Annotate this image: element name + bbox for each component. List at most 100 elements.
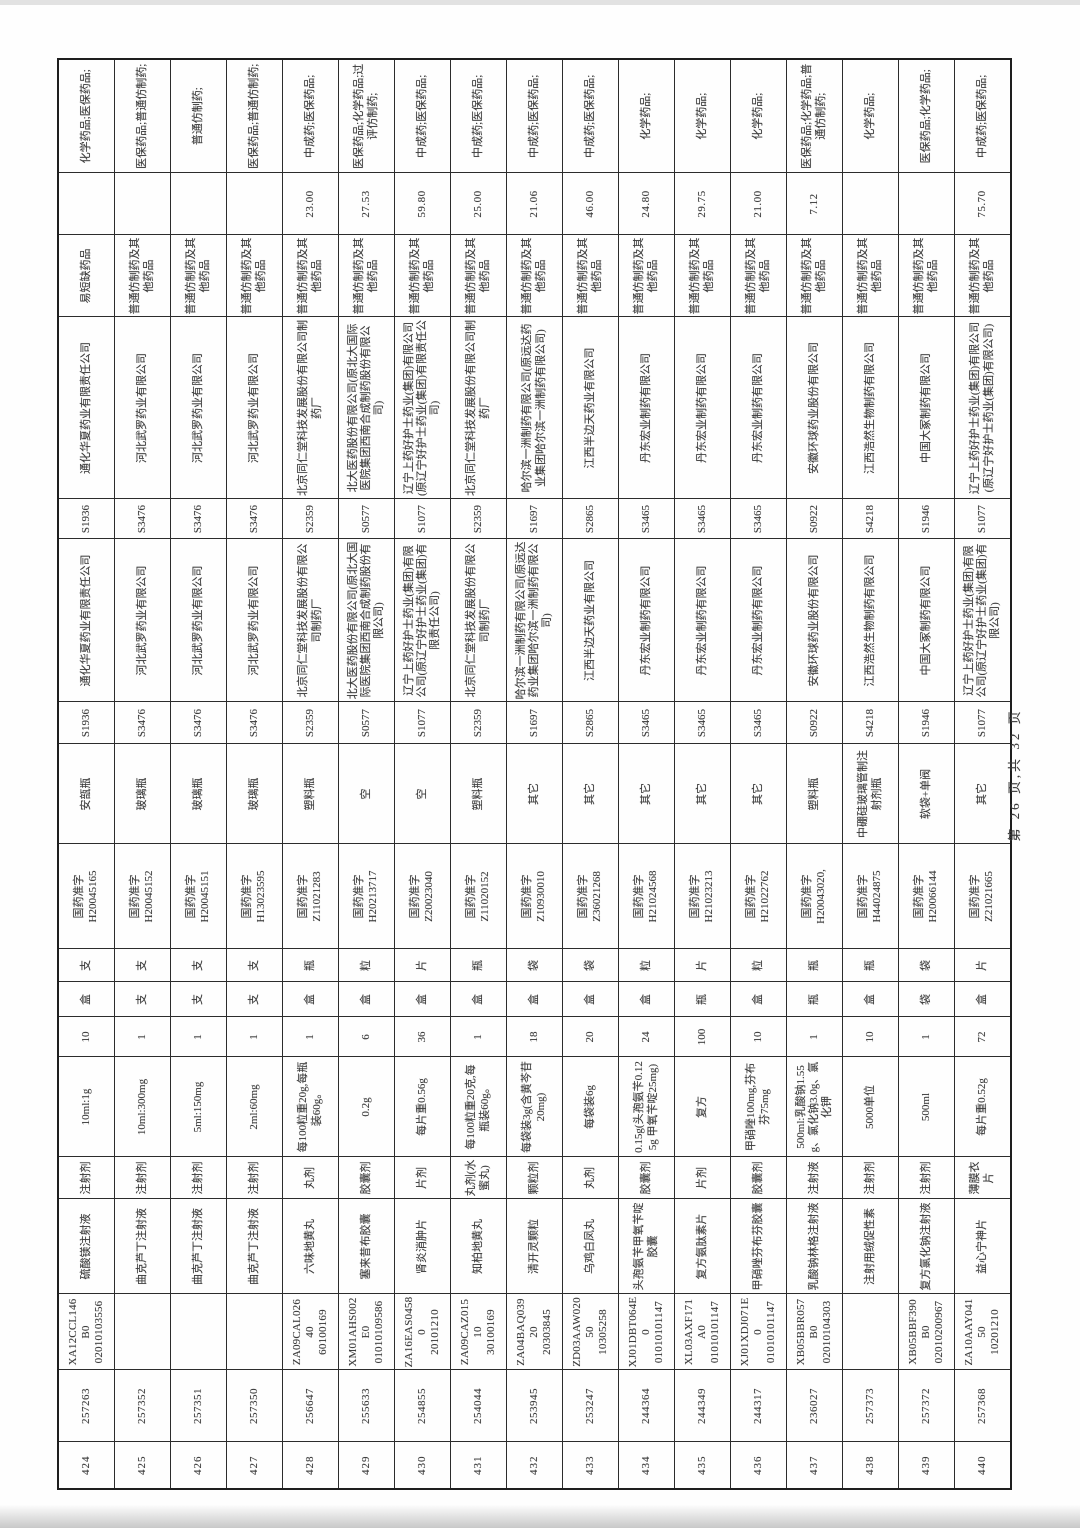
cell-price: 21.00 (730, 173, 787, 235)
cell-price: 59.80 (394, 173, 451, 235)
cell-name: 知柏地黄丸 (450, 1199, 507, 1294)
table-row: 437 236027 XB05BBR057B0 02010104303 乳酸钠林格注射… (786, 59, 843, 1489)
cell-name: 曲克芦丁注射液 (114, 1199, 171, 1294)
cell-form: 薄膜衣片 (954, 1157, 1011, 1199)
cell-category: 化学药品; (674, 59, 731, 173)
cell-shortage: 普通仿制药及其他药品 (562, 235, 619, 317)
cell-pack: 空 (338, 744, 395, 844)
cell-unit_dose: 粒 (618, 949, 675, 982)
cell-category: 中成药;医保药品; (954, 59, 1011, 173)
cell-qty: 20 (562, 1017, 619, 1057)
cell-code_mfr: S3476 (226, 702, 283, 744)
table-row: 426 257351 曲克芦丁注射液 注射剂 5ml:150mg 1 支支国药准字 H200… (170, 59, 227, 1489)
cell-unit_dose: 支 (226, 949, 283, 982)
cell-category: 医保药品;化学药品;普通仿制药; (786, 59, 843, 173)
cell-unit_dose: 片 (954, 949, 1011, 982)
cell-unit_dose: 袋 (898, 949, 955, 982)
cell-unit_pack: 盒 (954, 982, 1011, 1017)
cell-unit_dose: 支 (170, 949, 227, 982)
cell-code: ZA04BAQ03920 20303845 (506, 1294, 563, 1370)
cell-category: 中成药;医保药品; (282, 59, 339, 173)
cell-qty: 10 (842, 1017, 899, 1057)
cell-pack: 空 (394, 744, 451, 844)
cell-qty: 72 (954, 1017, 1011, 1057)
table-row: 438 257373 注射用绒促性素 注射剂 5000单位 10 盒瓶国药准字 H44024… (842, 59, 899, 1489)
cell-price: 46.00 (562, 173, 619, 235)
cell-code_mah: S1936 (58, 499, 115, 539)
cell-shortage: 普通仿制药及其他药品 (674, 235, 731, 317)
cell-unit_pack: 支 (170, 982, 227, 1017)
cell-company_mah: 哈尔滨一洲制药有限公司(原远达药业集团哈尔滨一洲制药有限公司) (506, 317, 563, 499)
cell-spec: 每100粒重20克,每瓶装60g。 (450, 1057, 507, 1157)
cell-approval: 国药准字 H44024875 (842, 844, 899, 949)
cell-pack: 其它 (730, 744, 787, 844)
cell-code: XA12CCL146B0 02010103556 (58, 1294, 115, 1370)
cell-code (842, 1294, 899, 1370)
table-row: 424 257263 XA12CCL146B0 02010103556 硫酸镁注射液注… (58, 59, 115, 1489)
cell-serial: 255633 (338, 1370, 395, 1442)
cell-company_mfr: 河北武罗药业有限公司 (226, 539, 283, 702)
cell-code_mah: S4218 (842, 499, 899, 539)
cell-no: 431 (450, 1442, 507, 1489)
cell-code_mfr: S1077 (394, 702, 451, 744)
cell-name: 益心宁神片 (954, 1199, 1011, 1294)
cell-spec: 5ml:150mg (170, 1057, 227, 1157)
cell-code_mah: S3465 (618, 499, 675, 539)
cell-shortage: 普通仿制药及其他药品 (730, 235, 787, 317)
cell-spec: 500ml:乳酸钠1.55g、氯化钠3.0g、氯化钾 (786, 1057, 843, 1157)
cell-code_mah: S0577 (338, 499, 395, 539)
cell-name: 六味地黄丸 (282, 1199, 339, 1294)
cell-serial: 244317 (730, 1370, 787, 1442)
cell-shortage: 普通仿制药及其他药品 (954, 235, 1011, 317)
cell-unit_pack: 瓶 (786, 982, 843, 1017)
cell-unit_pack: 盒 (618, 982, 675, 1017)
cell-unit_pack: 支 (226, 982, 283, 1017)
cell-code_mfr: S3476 (114, 702, 171, 744)
cell-name: 曲克芦丁注射液 (226, 1199, 283, 1294)
cell-qty: 1 (450, 1017, 507, 1057)
cell-unit_pack: 盒 (58, 982, 115, 1017)
cell-qty: 1 (114, 1017, 171, 1057)
cell-code: XL03AXF171A0 01010101147 (674, 1294, 731, 1370)
cell-serial: 257263 (58, 1370, 115, 1442)
cell-company_mah: 丹东宏业制药有限公司 (730, 317, 787, 499)
cell-code: XJ01DBT064E0 01010101147 (618, 1294, 675, 1370)
cell-qty: 1 (282, 1017, 339, 1057)
cell-serial: 257352 (114, 1370, 171, 1442)
cell-approval: 国药准字 Z36021268 (562, 844, 619, 949)
table-row: 428 256647 ZA09CAL02640 60100169 六味地黄丸 丸剂 每10… (282, 59, 339, 1489)
cell-form: 注射剂 (842, 1157, 899, 1199)
table-row: 436 244317 XJ01XDJ071E0 01010101147 甲硝唑芬布芬胶… (730, 59, 787, 1489)
cell-code: ZA09CAZ01510 30100169 (450, 1294, 507, 1370)
cell-price (114, 173, 171, 235)
cell-no: 427 (226, 1442, 283, 1489)
cell-pack: 其它 (674, 744, 731, 844)
cell-unit_dose: 片 (674, 949, 731, 982)
table-row: 434 244364 XJ01DBT064E0 01010101147 头孢氨苄甲氧苄… (618, 59, 675, 1489)
cell-serial: 253247 (562, 1370, 619, 1442)
cell-code_mah: S3465 (730, 499, 787, 539)
cell-code: XJ01XDJ071E0 01010101147 (730, 1294, 787, 1370)
table-row: 440 257368 ZA10AAY04150 10201210 益心宁神片 薄膜衣片每… (954, 59, 1011, 1489)
cell-spec: 0.15g(头孢氨苄0.125g 甲氧苄啶25mg) (618, 1057, 675, 1157)
cell-code: ZA16EAS04580 20101210 (394, 1294, 451, 1370)
cell-no: 432 (506, 1442, 563, 1489)
cell-company_mah: 河北武罗药业有限公司 (114, 317, 171, 499)
cell-company_mah: 北京同仁堂科技发展股份有限公司制药厂 (282, 317, 339, 499)
page-edge-bottom (0, 1504, 1080, 1528)
cell-pack: 安瓿瓶 (58, 744, 115, 844)
cell-code_mfr: S2359 (282, 702, 339, 744)
cell-unit_pack: 盒 (450, 982, 507, 1017)
cell-category: 医保药品;普通仿制药; (114, 59, 171, 173)
cell-form: 丸剂 (282, 1157, 339, 1199)
cell-no: 424 (58, 1442, 115, 1489)
cell-company_mfr: 丹东宏业制药有限公司 (730, 539, 787, 702)
cell-price (898, 173, 955, 235)
cell-approval: 国药准字 H21022762 (730, 844, 787, 949)
cell-qty: 1 (170, 1017, 227, 1057)
cell-form: 注射剂 (58, 1157, 115, 1199)
cell-company_mfr: 丹东宏业制药有限公司 (618, 539, 675, 702)
cell-name: 注射用绒促性素 (842, 1199, 899, 1294)
rotated-landscape-content: 424 257263 XA12CCL146B0 02010103556 硫酸镁注射液注… (57, 58, 1047, 1490)
cell-spec: 复方 (674, 1057, 731, 1157)
